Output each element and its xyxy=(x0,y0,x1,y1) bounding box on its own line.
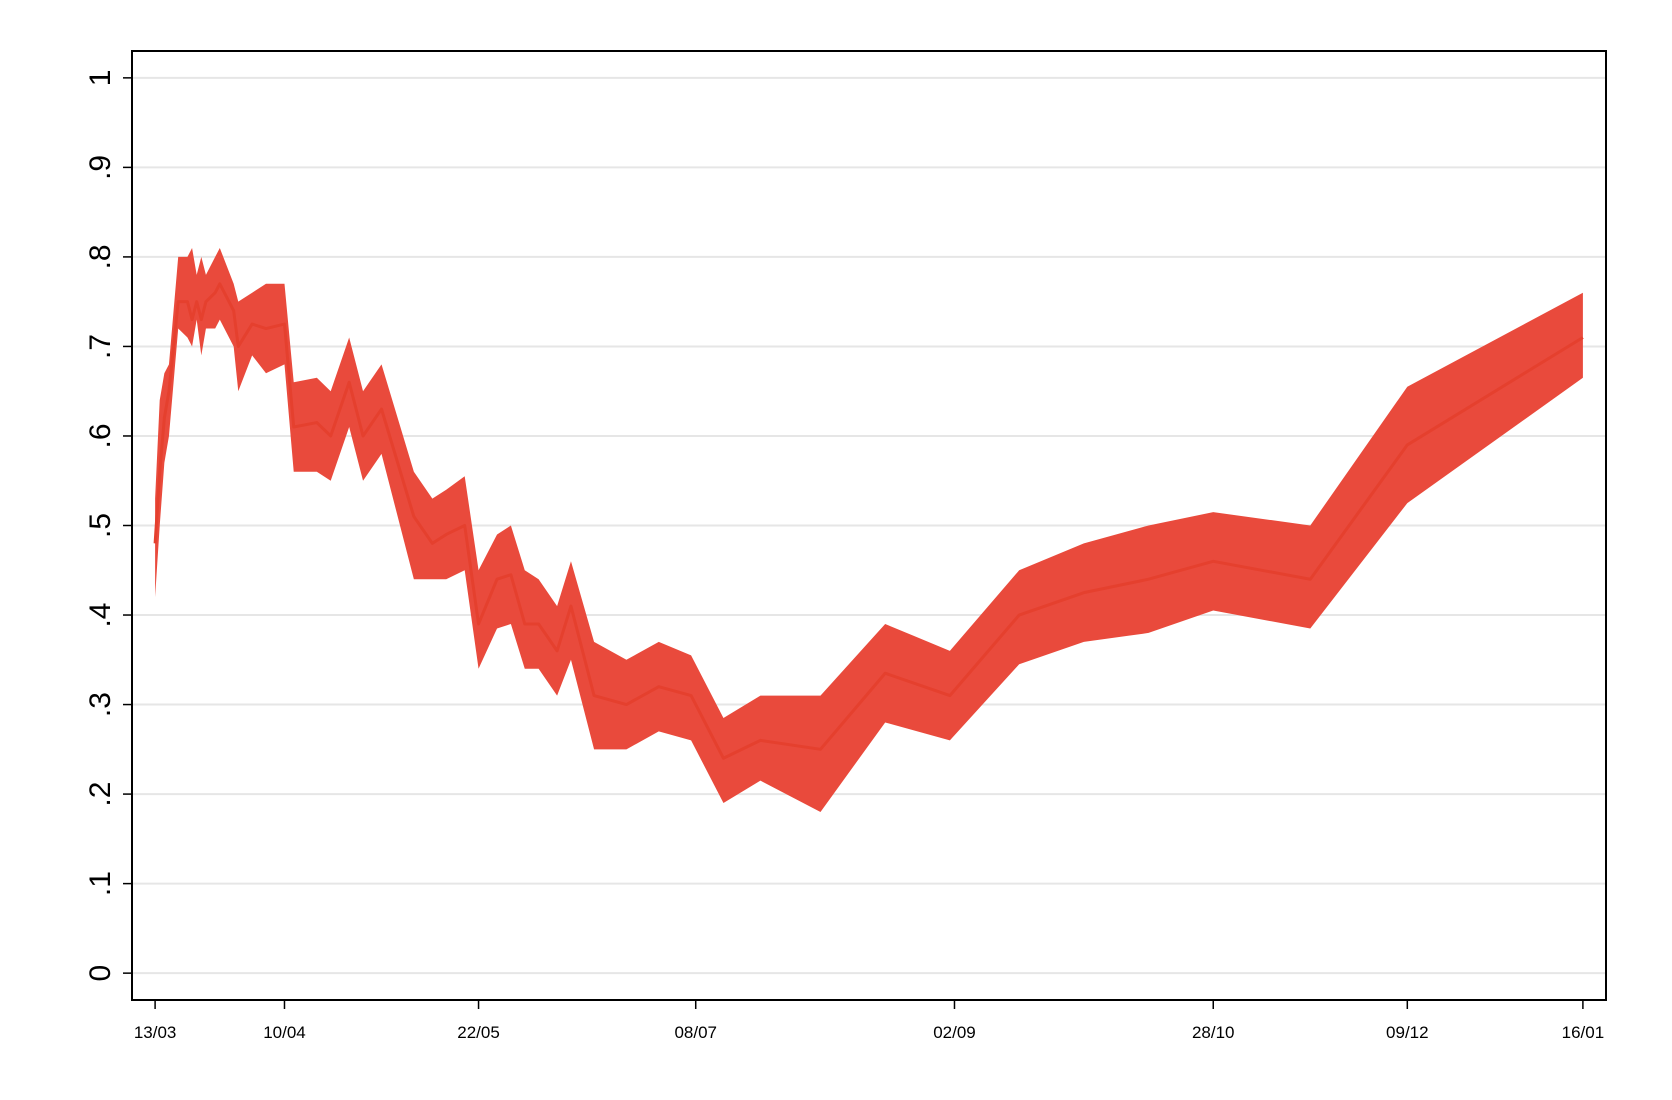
y-tick-label: .7 xyxy=(84,334,117,359)
x-tick-label: 22/05 xyxy=(457,1023,500,1042)
y-tick-label: .1 xyxy=(84,871,117,896)
estimate-line xyxy=(153,282,1584,760)
plot-frame xyxy=(131,50,1607,1001)
x-tick-label: 10/04 xyxy=(263,1023,306,1042)
y-tick-label: .6 xyxy=(84,423,117,448)
x-tick-label: 13/03 xyxy=(134,1023,177,1042)
x-tick-label: 28/10 xyxy=(1192,1023,1235,1042)
x-tick-label: 02/09 xyxy=(933,1023,976,1042)
y-tick-label: .3 xyxy=(84,692,117,717)
y-tick-label: 0 xyxy=(84,965,117,982)
y-tick-label: .4 xyxy=(84,603,117,628)
y-tick-label: .5 xyxy=(84,513,117,538)
y-tick-label: .8 xyxy=(84,244,117,269)
y-tick-label: .2 xyxy=(84,782,117,807)
x-tick-label: 16/01 xyxy=(1562,1023,1605,1042)
confidence-band xyxy=(155,247,1583,812)
y-tick-label: .9 xyxy=(84,155,117,180)
y-tick-label: 1 xyxy=(84,70,117,87)
x-tick-label: 09/12 xyxy=(1386,1023,1429,1042)
x-tick-label: 08/07 xyxy=(674,1023,717,1042)
